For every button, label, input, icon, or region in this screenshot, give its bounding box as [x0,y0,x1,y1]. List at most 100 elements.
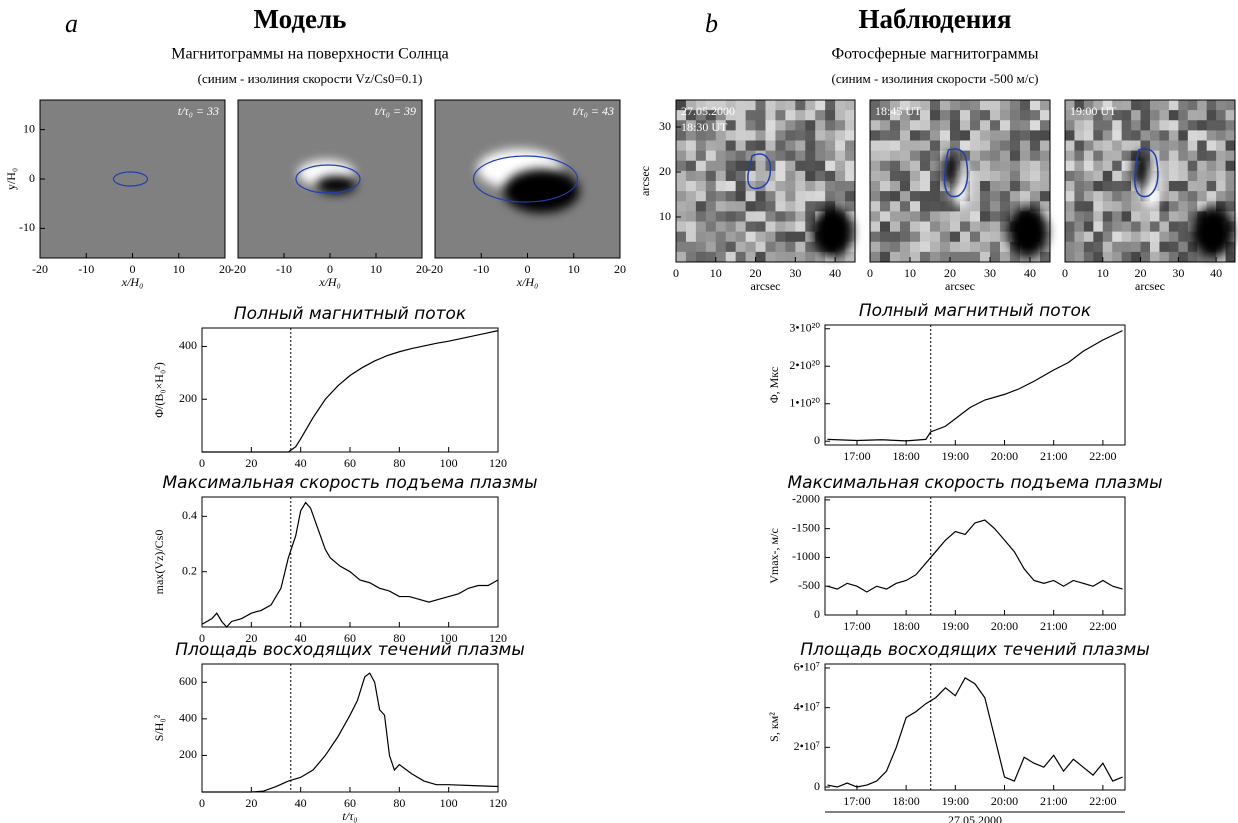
magnetogram-pixel [1197,141,1207,152]
magnetogram-pixel [726,222,736,233]
magnetogram-pixel [696,211,706,222]
magnetogram-pixel [775,151,785,162]
magnetogram-pixel [1000,130,1011,141]
magnetogram-pixel [775,161,785,172]
magnetogram-pixel [1122,242,1132,253]
magnetogram-pixel [990,171,1001,182]
magnetogram-pixel [1159,141,1169,152]
magnetogram-pixel [1103,252,1113,263]
magnetogram-pixel [825,171,835,182]
magnetogram-pixel [766,201,776,212]
x-tick-label: 100 [440,456,458,470]
magnetogram-pixel [825,120,835,131]
magnetogram-pixel [1093,201,1103,212]
magnetogram-pixel [766,151,776,162]
magnetogram-pixel [736,242,746,253]
magnetogram-pixel [726,201,736,212]
magnetogram-pixel [1188,151,1198,162]
magnetogram-pixel [736,141,746,152]
magnetogram-pixel [920,211,931,222]
magnetogram-pixel [920,242,931,253]
magnetogram-pixel [746,222,756,233]
magnetogram-pixel [785,181,795,192]
magnetogram-pixel [980,171,991,182]
magnetogram-pixel [1131,130,1141,141]
magnetogram-pixel [1178,110,1188,121]
magnetogram-pixel [900,141,911,152]
magnetogram-pixel [845,110,855,121]
magnetogram-pixel [870,141,881,152]
magnetogram-pixel [1122,252,1132,263]
magnetogram-pixel [1040,141,1051,152]
magnetogram-pixel [805,191,815,202]
magnetogram-pixel [1112,120,1122,131]
y-tick-label: 200 [179,391,197,405]
magnetogram-pixel [1103,242,1113,253]
magnetogram-pixel [930,110,941,121]
magnetogram-pixel [1065,211,1075,222]
magnetogram-pixel [1112,161,1122,172]
magnetogram-pixel [980,222,991,233]
magnetogram-pixel [1159,100,1169,111]
magnetogram-pixel [900,242,911,253]
magnetogram-pixel [1000,201,1011,212]
magnetogram-pixel [950,232,961,243]
magnetogram-pixel [795,211,805,222]
magnetogram-pixel [746,130,756,141]
magnetogram-pixel [910,130,921,141]
frame [202,664,498,792]
magnetogram-pixel [990,141,1001,152]
frame [825,325,1125,445]
magnetogram-pixel [870,222,881,233]
x-tick-label: 18:00 [892,449,919,463]
panel-note: (синим - изолиния скорости Vz/Cs0=0.1) [198,71,423,86]
magnetogram-pixel [805,120,815,131]
magnetogram-pixel [920,232,931,243]
x-tick-label: 0 [199,456,205,470]
magnetogram-pixel [746,110,756,121]
magnetogram-pixel [900,232,911,243]
magnetogram-pixel [880,252,891,263]
magnetogram-pixel [676,141,686,152]
magnetogram-pixel [890,191,901,202]
magnetogram-pixel [795,130,805,141]
magnetogram-pixel [990,161,1001,172]
magnetogram-pixel [1122,171,1132,182]
magnetogram-pixel [1178,130,1188,141]
magnetogram-pixel [716,191,726,202]
magnetogram-pixel [676,222,686,233]
magnetogram-pixel [980,242,991,253]
magnetogram-pixel [1103,120,1113,131]
magnetogram-pixel [805,161,815,172]
magnetogram-pixel [1159,242,1169,253]
magnetogram-pixel [980,191,991,202]
x-axis-label: t/τ₀ [342,809,357,823]
magnetogram-pixel [980,130,991,141]
magnetogram-pixel [1020,161,1031,172]
magnetogram-pixel [825,100,835,111]
magnetogram-pixel [1197,110,1207,121]
magnetogram-pixel [1040,120,1051,131]
magnetogram-pixel [900,222,911,233]
magnetogram-pixel [756,161,766,172]
magnetogram-pixel [920,171,931,182]
magnetogram-pixel [1159,191,1169,202]
magnetogram-pixel [815,100,825,111]
magnetogram-pixel [1030,171,1041,182]
magnetogram-pixel [1226,120,1236,131]
magnetogram-pixel [686,161,696,172]
magnetogram-pixel [1159,232,1169,243]
magnetogram-pixel [1000,151,1011,162]
y-tick-label: 4•10⁷ [794,699,820,713]
magnetogram-pixel [980,201,991,212]
magnetogram-pixel [766,120,776,131]
magnetogram-pixel [960,232,971,243]
magnetogram-pixel [726,242,736,253]
magnetogram-background [40,100,225,258]
magnetogram-pixel [1197,161,1207,172]
magnetogram-pixel [1169,120,1179,131]
magnetogram-pixel [920,100,931,111]
magnetogram-pixel [1074,242,1084,253]
magnetogram-pixel [1103,211,1113,222]
magnetogram-pixel [880,242,891,253]
